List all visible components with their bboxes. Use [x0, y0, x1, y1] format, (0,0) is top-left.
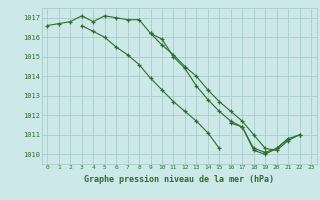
X-axis label: Graphe pression niveau de la mer (hPa): Graphe pression niveau de la mer (hPa) — [84, 175, 274, 184]
